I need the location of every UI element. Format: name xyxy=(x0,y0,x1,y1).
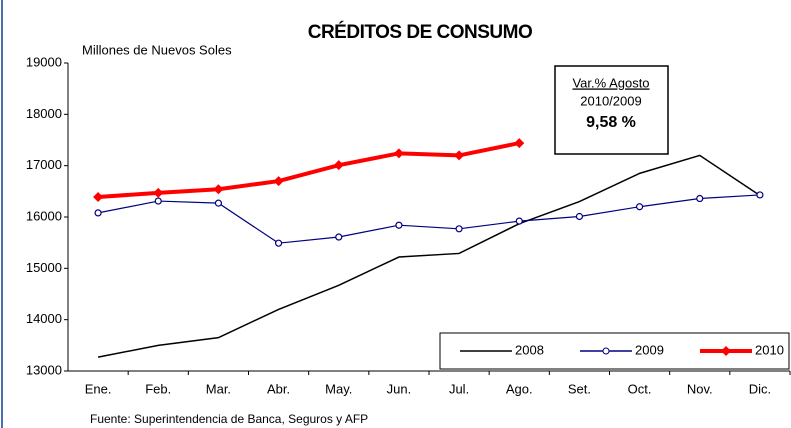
point xyxy=(514,138,525,149)
x-tick-label: Set. xyxy=(568,381,591,396)
point xyxy=(393,148,404,159)
x-tick-label: Ago. xyxy=(506,381,533,396)
y-tick-label: 17000 xyxy=(26,157,62,172)
point xyxy=(274,239,283,247)
y-tick-label: 15000 xyxy=(26,260,62,275)
point xyxy=(154,197,162,205)
annotation-line: 2010/2009 xyxy=(580,93,641,108)
point xyxy=(515,217,523,225)
subtitle: Millones de Nuevos Soles xyxy=(82,42,232,57)
legend-marker xyxy=(602,347,610,355)
y-tick-label: 18000 xyxy=(26,106,62,121)
x-tick-label: Nov. xyxy=(687,381,713,396)
point xyxy=(335,233,343,241)
chart-title: CRÉDITOS DE CONSUMO xyxy=(308,21,533,43)
series-line xyxy=(97,154,761,358)
legend-marker xyxy=(721,346,731,356)
point xyxy=(94,209,102,217)
point xyxy=(455,225,463,233)
point xyxy=(93,191,104,202)
legend-label: 2009 xyxy=(635,342,664,357)
point xyxy=(756,191,764,199)
point xyxy=(213,184,224,195)
y-tick-label: 19000 xyxy=(26,54,62,69)
x-tick-label: Jul. xyxy=(449,381,469,396)
legend-label: 2010 xyxy=(755,342,784,357)
source: Fuente: Superintendencia de Banca, Segur… xyxy=(90,412,368,426)
legend-label: 2008 xyxy=(515,342,544,357)
y-tick-label: 13000 xyxy=(26,362,62,377)
annotation-line: 9,58 % xyxy=(586,114,636,131)
point xyxy=(575,212,584,221)
annotation-box xyxy=(554,65,669,155)
point xyxy=(333,160,344,171)
x-tick-label: Oct. xyxy=(628,381,652,396)
x-tick-label: Jun. xyxy=(387,381,412,396)
point xyxy=(635,203,644,211)
point xyxy=(696,194,704,203)
point xyxy=(395,221,403,229)
annotation-line: Var.% Agosto xyxy=(572,75,649,90)
y-tick-label: 14000 xyxy=(26,311,62,326)
x-tick-label: Mar. xyxy=(206,381,231,396)
y-tick-label: 16000 xyxy=(26,208,62,223)
series-line xyxy=(97,194,760,244)
x-tick-label: Feb. xyxy=(145,381,171,396)
x-tick-label: Abr. xyxy=(267,381,290,396)
x-tick-label: Dic. xyxy=(749,381,771,396)
x-tick-label: May. xyxy=(325,381,352,396)
point xyxy=(454,150,465,161)
point xyxy=(153,187,164,198)
point xyxy=(273,176,284,187)
point xyxy=(214,199,223,207)
x-tick-label: Ene. xyxy=(85,381,112,396)
series-line xyxy=(97,141,520,199)
